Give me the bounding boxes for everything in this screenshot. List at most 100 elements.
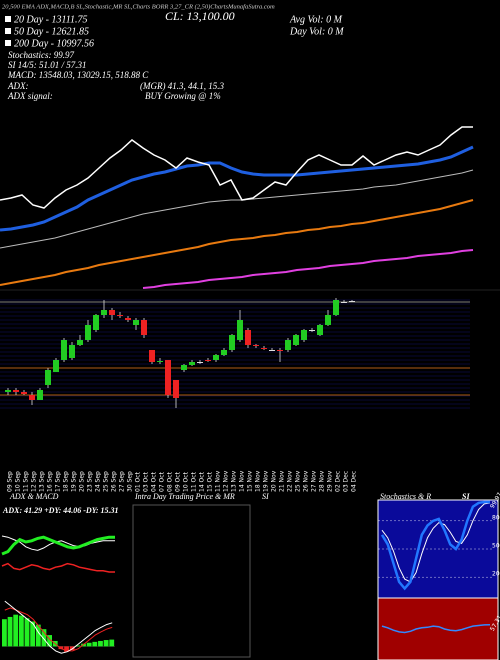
x-tick-label: 27 Sep <box>119 471 126 492</box>
stochastics-text: Stochastics: 99.97 <box>8 50 74 60</box>
x-tick-label: 28 Nov <box>319 470 326 492</box>
x-tick-label: 08 Oct <box>167 471 174 492</box>
si-text: SI 14/5: 51.01 / 57.31 <box>8 60 87 70</box>
histogram-bar <box>98 640 103 647</box>
ma200-marker <box>5 40 11 46</box>
candle-body <box>53 360 59 372</box>
candle-body <box>261 348 267 349</box>
x-tick-label: 02 Dec <box>335 471 342 492</box>
x-tick-label: 14 Oct <box>199 471 206 492</box>
histogram-bar <box>41 629 47 647</box>
series-line <box>0 145 474 232</box>
series-line <box>4 607 113 652</box>
x-tick-label: 18 Nov <box>255 470 262 492</box>
candle-body <box>133 320 139 325</box>
panel-title: ADX & MACD <box>9 492 59 501</box>
candle-body <box>333 300 339 315</box>
adx-signal: BUY Growing @ 1% <box>145 91 221 101</box>
intraday-suffix: SI <box>262 492 269 501</box>
candle-body <box>181 365 187 370</box>
candle-body <box>165 360 171 395</box>
candle-body <box>317 325 323 335</box>
x-tick-label: 03 Oct <box>143 471 150 492</box>
candle-body <box>349 301 355 302</box>
histogram-bar <box>64 646 69 652</box>
x-tick-label: 14 Nov <box>239 470 246 492</box>
candle-body <box>341 302 347 303</box>
candle-body <box>301 330 307 340</box>
candle-body <box>13 390 19 392</box>
candle-body <box>101 310 107 315</box>
x-tick-label: 17 Sep <box>55 471 62 492</box>
panel-subtitle: SI <box>462 492 470 501</box>
ma50-text: 50 Day - 12621.85 <box>14 26 89 37</box>
candle-body <box>125 318 131 320</box>
x-tick-label: 09 Oct <box>175 471 182 492</box>
top-line: 20,500 EMA ADX,MACD,B SL,Stochastic,MR S… <box>2 3 275 10</box>
candle-body <box>293 335 299 345</box>
histogram-bar <box>69 646 75 651</box>
candle-body <box>61 340 67 360</box>
series-line <box>381 502 491 583</box>
candle-body <box>149 350 155 362</box>
histogram-bar <box>2 619 7 647</box>
x-tick-label: 07 Oct <box>159 471 166 492</box>
series-line <box>380 500 490 591</box>
x-tick-label: 01 Oct <box>135 471 142 492</box>
series-line <box>381 624 491 634</box>
x-tick-label: 29 Nov <box>327 470 334 492</box>
candle-body <box>237 320 243 340</box>
ma20-text: 20 Day - 13111.75 <box>14 14 88 25</box>
close-text: CL: 13,100.00 <box>165 9 235 23</box>
series-line <box>0 169 474 249</box>
panel-subtitle: ADX: 41.29 +DY: 44.06 -DY: 15.31 <box>2 506 119 515</box>
candle-body <box>141 320 147 335</box>
x-tick-label: 12 Sep <box>31 471 38 492</box>
series-line <box>4 600 113 654</box>
candle-body <box>221 350 227 355</box>
candle-body <box>325 315 331 325</box>
macd-text: MACD: 13548.03, 13029.15, 518.88 C <box>7 70 149 80</box>
candle-body <box>157 361 163 362</box>
histogram-bar <box>75 645 81 647</box>
intraday-panel <box>132 504 251 658</box>
candle-body <box>197 362 203 363</box>
x-tick-label: 22 Nov <box>287 470 294 492</box>
candle-body <box>173 380 179 398</box>
histogram-bar <box>86 642 92 647</box>
histogram-bar <box>24 618 30 647</box>
candle-body <box>45 370 51 385</box>
histogram-bar <box>30 621 36 647</box>
adx-label: ADX: <box>7 81 29 91</box>
value-label: 57.31 <box>489 614 500 633</box>
x-tick-label: 16 Sep <box>47 471 54 492</box>
candle-body <box>189 362 195 365</box>
value-label: 99.97 <box>489 491 500 510</box>
histogram-bar <box>103 640 109 647</box>
y-tick-label: 50 <box>492 543 500 550</box>
series-line <box>0 199 474 286</box>
candle-body <box>117 315 123 316</box>
candle-body <box>21 392 27 394</box>
x-tick-label: 15 Nov <box>247 470 254 492</box>
candle-body <box>93 315 99 330</box>
x-tick-label: 18 Sep <box>63 471 70 492</box>
candle-body <box>269 350 275 351</box>
histogram-bar <box>47 635 53 647</box>
x-tick-label: 11 Sep <box>23 471 30 492</box>
adx-values: (MGR) 41.3, 44.1, 15.3 <box>140 81 224 91</box>
x-tick-label: 11 Nov <box>215 470 222 492</box>
series-line <box>142 249 474 289</box>
candle-body <box>85 325 91 340</box>
x-tick-label: 11 Oct <box>191 471 198 492</box>
x-tick-label: 24 Sep <box>95 471 102 492</box>
series-line <box>1 535 115 551</box>
histogram-bar <box>109 639 115 647</box>
x-tick-label: 03 Dec <box>343 471 350 492</box>
candle-body <box>285 340 291 350</box>
candle-body <box>229 335 235 350</box>
x-tick-label: 20 Nov <box>271 470 278 492</box>
x-tick-label: 25 Nov <box>295 470 302 492</box>
